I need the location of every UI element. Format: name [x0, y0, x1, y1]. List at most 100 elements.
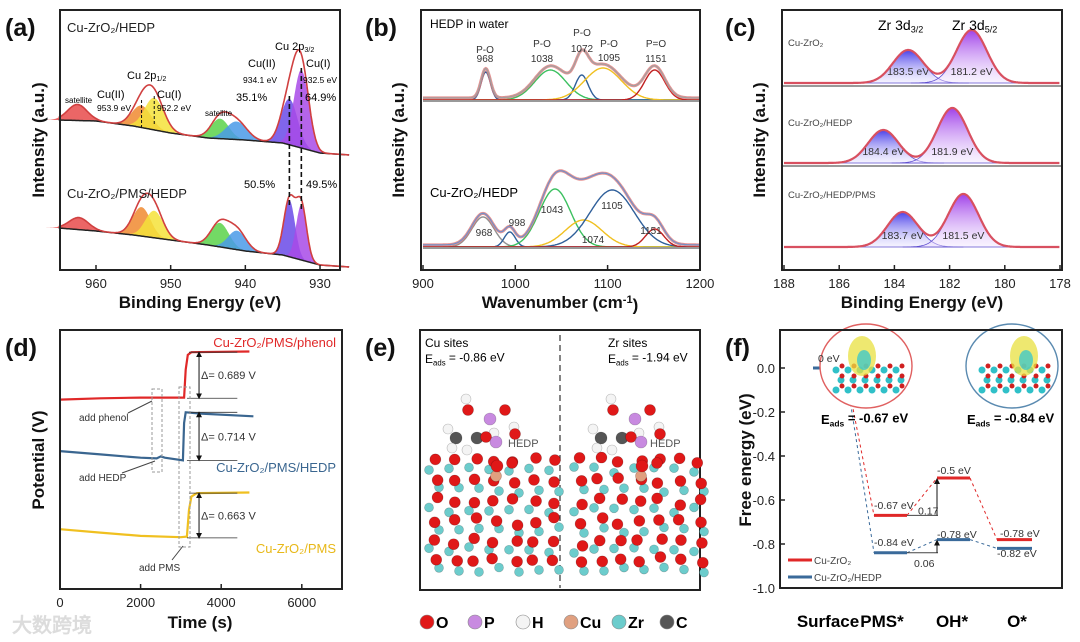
- atom: [454, 524, 464, 535]
- atom: [672, 513, 685, 526]
- fitted-spectrum: [423, 49, 700, 99]
- peak-value: 998: [509, 218, 526, 229]
- plot-frame-d: [59, 329, 343, 590]
- atom: [696, 537, 708, 549]
- peak-fill: [184, 222, 255, 252]
- atom: [997, 383, 1003, 389]
- legend-atom-c-icon: [659, 614, 675, 630]
- atom: [599, 566, 609, 576]
- charge-density-inset: [819, 323, 913, 409]
- panel-label-d: (d): [5, 334, 37, 362]
- adsorption-energy: Eads = -1.94 eV: [608, 351, 688, 368]
- x-tick-label: 6000: [287, 595, 316, 610]
- atom: [1002, 366, 1010, 374]
- atom: [514, 567, 524, 577]
- atom: [508, 477, 521, 489]
- atom: [654, 428, 666, 440]
- x-tick-label: 188: [773, 276, 795, 291]
- atom: [446, 442, 458, 454]
- atom: [1009, 373, 1015, 379]
- atom: [534, 485, 544, 496]
- adsorption-energy: Eads = -0.86 eV: [425, 351, 505, 368]
- atom: [448, 513, 461, 526]
- legend-label: C: [676, 615, 688, 632]
- peak-value: 181.2 eV: [951, 66, 993, 78]
- atom: [844, 366, 852, 374]
- atom: [669, 463, 679, 473]
- atom: [447, 538, 460, 551]
- y-axis-label: Free energy (eV): [736, 393, 755, 526]
- atom: [451, 555, 464, 567]
- site-title: Zr sites: [608, 336, 647, 350]
- atom: [651, 477, 664, 489]
- atom: [611, 456, 624, 468]
- annotation: 952.2 eV: [157, 103, 191, 113]
- peak-fill: [280, 205, 322, 266]
- plot-frame-a: [59, 9, 341, 271]
- atom: [548, 511, 560, 524]
- atom: [997, 363, 1003, 369]
- atom: [875, 373, 881, 379]
- atom: [448, 453, 461, 466]
- atom: [615, 534, 627, 547]
- charge-density-lobe: [1019, 350, 1033, 370]
- peak-value: 183.7 eV: [882, 230, 924, 242]
- atom: [431, 474, 444, 486]
- annotation: 50.5%: [244, 179, 275, 191]
- y-tick-label: -0.8: [753, 537, 775, 552]
- atom: [634, 435, 648, 449]
- atom: [635, 459, 649, 473]
- annotation: 64.9%: [305, 92, 336, 104]
- x-tick-label: 960: [85, 276, 107, 291]
- atom: [1026, 386, 1034, 394]
- atom: [674, 475, 687, 487]
- atom: [511, 535, 524, 547]
- peak-value: 1095: [598, 53, 621, 64]
- x-tick-label: 1000: [501, 276, 530, 291]
- atom: [431, 491, 444, 504]
- peak-value: 183.5 eV: [887, 66, 929, 78]
- atom: [474, 567, 484, 577]
- atom: [609, 543, 619, 554]
- legend-label: Cu: [580, 615, 601, 632]
- plot-frame-b: [420, 9, 701, 271]
- peak-assignment: P=O: [646, 39, 667, 50]
- legend-atom-h-icon: [515, 614, 531, 630]
- atom: [467, 555, 479, 567]
- atom: [546, 554, 559, 567]
- atom: [607, 404, 619, 416]
- atom: [839, 373, 845, 379]
- atom: [444, 463, 454, 474]
- peak-value: 184.4 eV: [862, 146, 904, 158]
- plot-frame-f: [779, 329, 1063, 589]
- atom: [694, 493, 707, 506]
- envelope-line: [784, 28, 1060, 85]
- atom: [468, 496, 481, 509]
- watermark-logo: 大数跨境: [12, 613, 92, 637]
- atom: [1033, 373, 1039, 379]
- legend-atom-p-icon: [467, 614, 483, 630]
- series-label: Cu-ZrO₂/PMS/HEDP: [67, 186, 187, 201]
- series-label: Cu-ZrO₂/HEDP: [67, 20, 155, 35]
- atom: [593, 492, 606, 505]
- atom: [509, 428, 521, 440]
- atom: [832, 386, 840, 394]
- atom: [639, 526, 649, 537]
- x-tick-label: 940: [234, 276, 256, 291]
- slab-structure: [569, 393, 709, 578]
- atom: [696, 556, 709, 569]
- atom: [880, 386, 888, 394]
- atom: [651, 457, 663, 469]
- atom: [474, 523, 484, 534]
- peak-fill: [194, 121, 278, 143]
- atom: [699, 526, 709, 537]
- peak-value: 1038: [531, 54, 554, 65]
- atom: [978, 386, 986, 394]
- peak-value: 968: [476, 228, 493, 239]
- peak-value: 1074: [582, 235, 605, 246]
- atom: [892, 366, 900, 374]
- category-label: Surface: [797, 612, 859, 631]
- atom: [442, 423, 454, 435]
- atom: [605, 393, 617, 405]
- atom: [468, 532, 480, 545]
